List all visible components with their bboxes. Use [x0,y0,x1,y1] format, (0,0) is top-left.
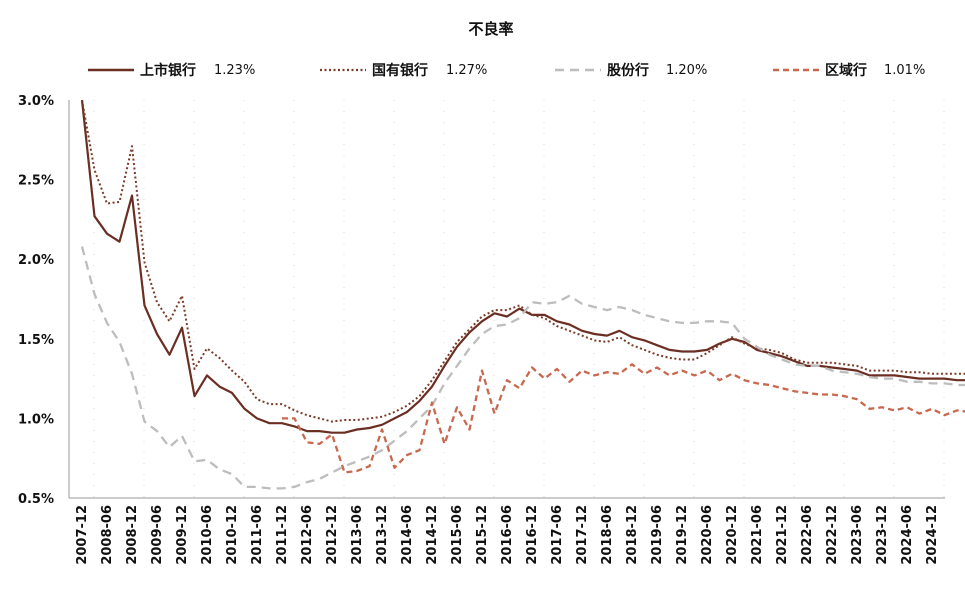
series-line [282,363,965,474]
y-tick-label: 1.0% [18,412,54,427]
x-tick-label: 2019-06 [650,505,665,565]
x-tick-label: 2020-12 [725,505,740,565]
x-tick-label: 2014-12 [425,505,440,565]
x-tick-label: 2011-06 [250,505,265,565]
y-tick-label: 3.0% [18,94,54,109]
legend-series-name: 股份行 [607,62,649,79]
legend-series-latest: 1.01% [884,63,925,78]
x-tick-label: 2018-06 [600,505,615,565]
x-tick-label: 2019-12 [675,505,690,565]
series-layer [80,99,965,490]
x-tick-label: 2013-06 [350,505,365,565]
legend-series-latest: 1.27% [446,63,487,78]
x-tick-label: 2010-06 [200,505,215,565]
x-tick-label: 2009-06 [150,505,165,565]
x-tick-label: 2011-12 [275,505,290,565]
legend-series-name: 区域行 [825,62,867,79]
y-tick-label: 0.5% [18,492,54,507]
x-tick-label: 2007-12 [75,505,90,565]
chart-title: 不良率 [468,20,513,38]
x-tick-label: 2008-06 [100,505,115,565]
x-tick-label: 2017-12 [575,505,590,565]
x-tick-label: 2015-12 [475,505,490,565]
x-tick-label: 2014-06 [400,505,415,565]
x-tick-label: 2022-12 [825,505,840,565]
x-tick-label: 2017-06 [550,505,565,565]
x-tick-label: 2016-12 [525,505,540,565]
y-tick-label: 2.5% [18,174,54,189]
legend: 上市银行 1.23% 国有银行 1.27% 股份行 1.20% 区域行 1.01% [88,62,925,79]
legend-series-name: 上市银行 [140,62,196,79]
x-tick-label: 2012-06 [300,505,315,565]
x-tick-label: 2015-06 [450,505,465,565]
legend-series-name: 国有银行 [372,62,428,79]
x-tick-label: 2016-06 [500,505,515,565]
x-tick-label: 2020-06 [700,505,715,565]
x-tick-label: 2023-12 [875,505,890,565]
legend-series-latest: 1.23% [214,63,255,78]
legend-series-latest: 1.20% [666,63,707,78]
x-tick-label: 2009-12 [175,505,190,565]
x-tick-label: 2021-06 [750,505,765,565]
y-tick-label: 1.5% [18,333,54,348]
x-tick-label: 2021-12 [775,505,790,565]
series-line [81,99,965,423]
x-tick-label: 2008-12 [125,505,140,565]
series-line [80,99,965,434]
x-tick-label: 2024-06 [900,505,915,565]
x-tick-label: 2010-12 [225,505,240,565]
x-tick-label: 2022-06 [800,505,815,565]
x-tick-label: 2023-06 [850,505,865,565]
x-tick-label: 2012-12 [325,505,340,565]
series-line [80,246,965,490]
x-tick-label: 2018-12 [625,505,640,565]
grid-layer [93,100,945,498]
axis-layer: 0.5% 1.0% 1.5% 2.0% 2.5% 3.0% 2007-12 2008-06 20… [18,94,945,565]
y-tick-label: 2.0% [18,253,54,268]
x-tick-label: 2024-12 [925,505,940,565]
x-tick-label: 2013-12 [375,505,390,565]
